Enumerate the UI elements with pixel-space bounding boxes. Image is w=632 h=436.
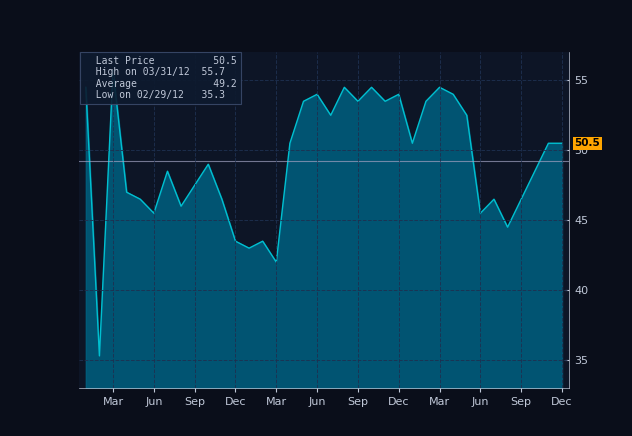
- Text: Last Price          50.5
  High on 03/31/12  55.7
  Average             49.2
  L: Last Price 50.5 High on 03/31/12 55.7 Av…: [84, 56, 236, 100]
- Text: 50.5: 50.5: [574, 138, 600, 148]
